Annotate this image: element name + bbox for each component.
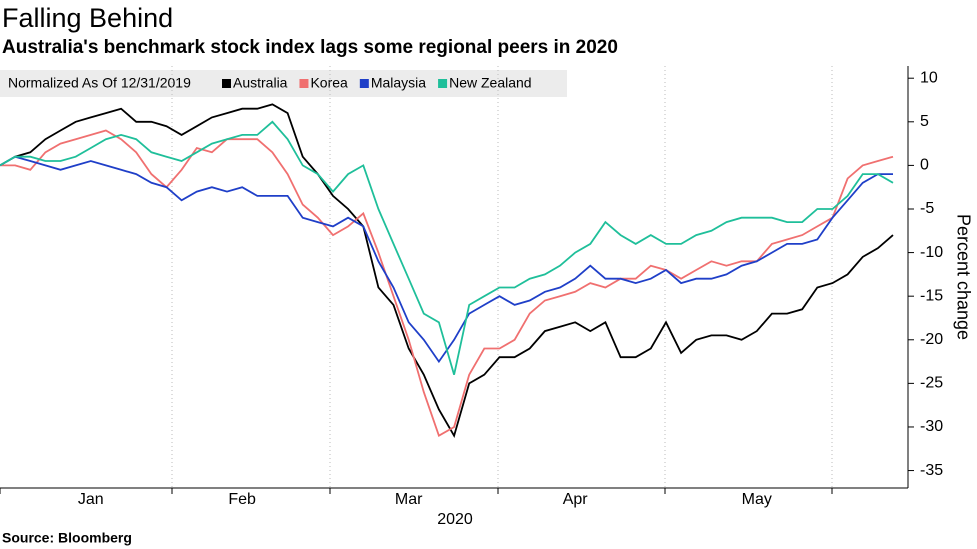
chart-subtitle: Australia's benchmark stock index lags s… xyxy=(2,37,618,58)
y-tick-label: -25 xyxy=(920,375,943,392)
y-tick-label: -35 xyxy=(920,462,943,479)
source: Source: Bloomberg xyxy=(2,530,132,546)
y-tick-label: 5 xyxy=(920,113,929,130)
x-tick-label: Apr xyxy=(563,491,589,508)
legend-swatch xyxy=(299,79,309,88)
x-tick-label: May xyxy=(742,491,772,508)
y-tick-label: -15 xyxy=(920,287,943,304)
legend-label: Malaysia xyxy=(371,75,426,91)
y-tick-label: 10 xyxy=(920,69,938,86)
legend-swatch xyxy=(222,79,231,88)
y-tick-label: -10 xyxy=(920,244,943,261)
x-axis-label: 2020 xyxy=(437,511,473,528)
x-tick-label: Feb xyxy=(228,491,256,508)
legend-label: Korea xyxy=(310,75,348,91)
x-tick-label: Mar xyxy=(395,491,423,508)
y-tick-label: -5 xyxy=(920,200,934,217)
legend-title: Normalized As Of 12/31/2019 xyxy=(8,75,191,91)
legend-label: New Zealand xyxy=(449,75,532,91)
y-tick-label: 0 xyxy=(920,157,929,174)
x-tick-label: Jan xyxy=(78,491,104,508)
y-axis-label: Percent change xyxy=(953,214,973,340)
y-tick-label: -20 xyxy=(920,331,943,348)
series-line xyxy=(0,129,894,438)
series-line xyxy=(0,155,893,364)
series-line xyxy=(0,120,894,375)
y-tick-label: -30 xyxy=(920,418,943,435)
series-line xyxy=(0,103,894,438)
chart-title: Falling Behind xyxy=(2,3,173,33)
legend-swatch xyxy=(359,79,369,88)
legend-box xyxy=(0,70,567,97)
legend-label: Australia xyxy=(233,75,288,91)
legend-swatch xyxy=(438,79,448,88)
